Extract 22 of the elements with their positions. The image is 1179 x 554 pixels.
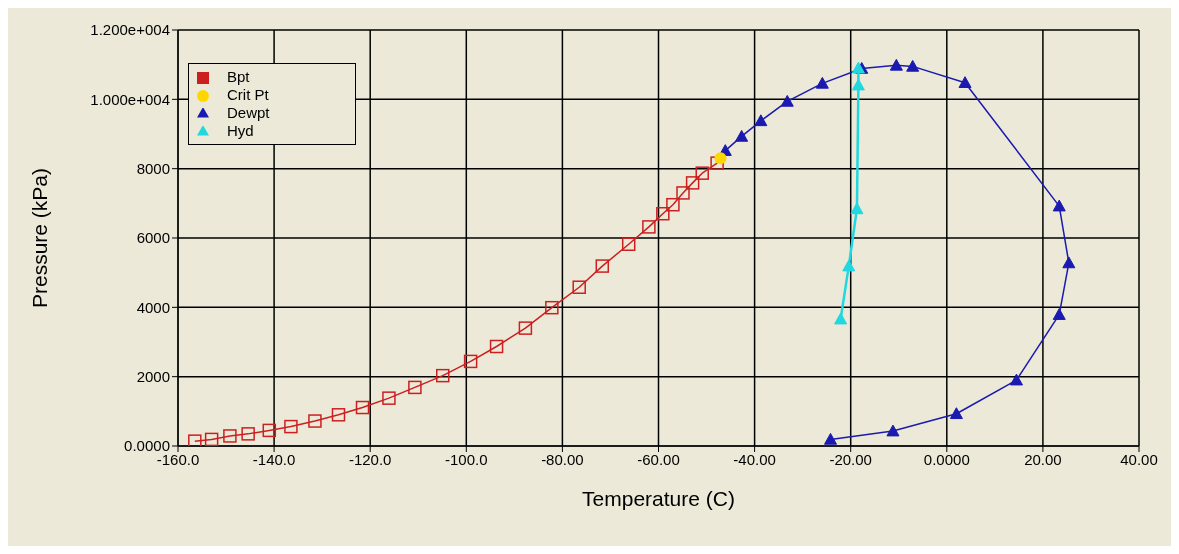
- x-tick-label: -40.00: [733, 450, 776, 468]
- x-tick-label: 40.00: [1120, 450, 1158, 468]
- x-tick-label: -100.0: [445, 450, 488, 468]
- x-tick-label: -140.0: [252, 450, 296, 468]
- legend-label: Hyd: [227, 122, 254, 139]
- y-tick-label: 6000: [136, 229, 170, 247]
- legend-label: Bpt: [227, 68, 250, 85]
- x-tick-label: -120.0: [348, 450, 392, 468]
- y-tick-label: 8000: [136, 159, 170, 177]
- y-tick-label: 4000: [136, 298, 170, 316]
- y-axis-title: Pressure (kPa): [28, 167, 52, 309]
- x-tick-label: -80.00: [541, 450, 584, 468]
- y-tick-label: 1.000e+004: [90, 90, 170, 108]
- x-tick-label: -60.00: [637, 450, 680, 468]
- y-tick-label: 2000: [136, 367, 170, 385]
- legend-label: Dewpt: [227, 104, 270, 121]
- x-tick-label: -20.00: [829, 450, 872, 468]
- x-tick-label: 20.00: [1024, 450, 1062, 468]
- legend-label: Crit Pt: [227, 86, 269, 103]
- x-tick-label: 0.0000: [923, 450, 970, 468]
- x-axis-title: Temperature (C): [582, 487, 735, 510]
- y-tick-label: 1.200e+004: [90, 21, 170, 39]
